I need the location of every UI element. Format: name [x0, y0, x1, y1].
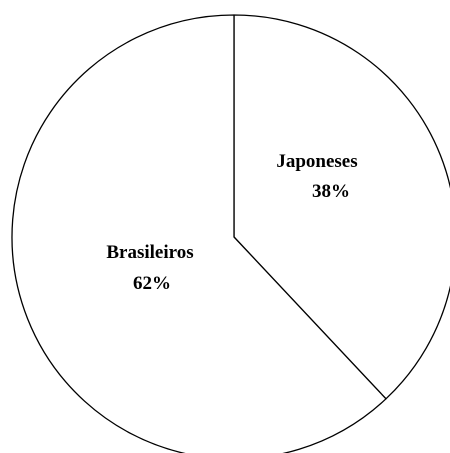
pie-labels: Japoneses 38% Brasileiros 62% — [106, 151, 357, 294]
pie-slice-japoneses — [233, 14, 450, 400]
slice-label-japoneses-pct: 38% — [312, 181, 350, 202]
slice-label-brasileiros-pct: 62% — [133, 273, 171, 294]
pie-slices — [11, 14, 450, 453]
slice-label-brasileiros-name: Brasileiros — [106, 242, 193, 263]
slice-label-japoneses-name: Japoneses — [276, 151, 357, 172]
pie-slice-brasileiros — [11, 14, 387, 453]
